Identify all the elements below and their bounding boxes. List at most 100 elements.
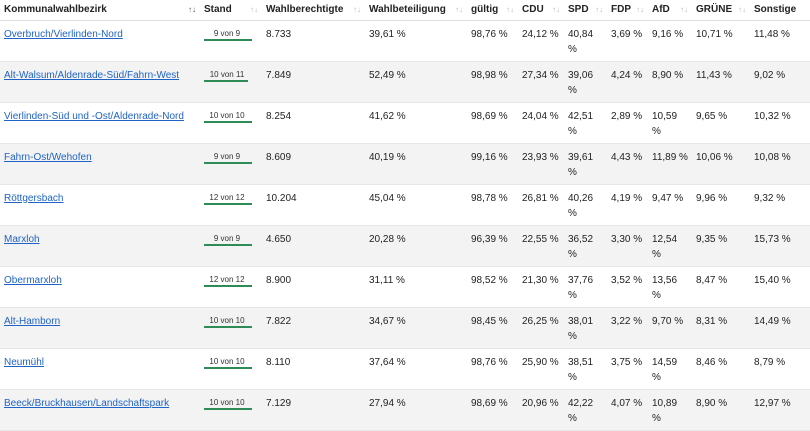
cell-wahlberechtigte: 7.849 (266, 69, 292, 81)
cell-gueltig: 98,98 % (471, 69, 508, 81)
cell-fdp: 3,69 % (611, 28, 643, 40)
column-header-sonstige[interactable]: Sonstige↑↓ (750, 0, 810, 21)
cell-spd: 42,51 % (568, 110, 594, 137)
column-header-wahlbeteiligung[interactable]: Wahlbeteiligung ↑↓ (365, 0, 467, 21)
district-link[interactable]: Alt-Hamborn (4, 315, 61, 327)
table-header: Kommunalwahlbezirk ↑↓ Stand ↑↓ Wahlberechtig… (0, 0, 810, 21)
cell-spd: 38,01 % (568, 315, 594, 342)
stand-label: 10 von 11 (209, 69, 245, 79)
district-link[interactable]: Overbruch/Vierlinden-Nord (4, 28, 123, 40)
stand-cell: 12 von 12 (200, 184, 262, 225)
district-link[interactable]: Fahrn-Ost/Wehofen (4, 151, 92, 163)
column-header-wahlberechtigte[interactable]: Wahlberechtigte ↑↓ (262, 0, 365, 21)
stand-label: 9 von 9 (213, 151, 241, 161)
cell-gruene: 9,65 % (696, 110, 728, 122)
cell-wahlberechtigte: 8.254 (266, 110, 292, 122)
sort-arrows-icon[interactable]: ↑↓ (595, 5, 603, 14)
column-header-spd[interactable]: SPD ↑↓ (564, 0, 607, 21)
stand-progress: 12 von 12 (204, 274, 252, 287)
cell-afd: 12,54 % (652, 233, 678, 260)
cell-fdp: 3,52 % (611, 274, 643, 286)
sort-arrows-icon[interactable]: ↑↓ (506, 5, 514, 14)
stand-cell: 10 von 10 (200, 389, 262, 430)
column-header-gruene[interactable]: GRÜNE ↑↓ (692, 0, 750, 21)
stand-label: 10 von 10 (209, 397, 245, 407)
cell-wahlberechtigte: 10.204 (266, 192, 297, 204)
stand-progress: 10 von 11 (204, 70, 250, 82)
cell-gueltig: 98,76 % (471, 356, 508, 368)
cell-sonstige: 12,97 % (754, 397, 791, 409)
stand-cell: 9 von 9 (200, 225, 262, 266)
sort-arrows-icon[interactable]: ↑↓ (552, 5, 560, 14)
cell-gruene: 8,31 % (696, 315, 728, 327)
district-cell: Alt-Hamborn (0, 307, 200, 348)
cell-cdu: 26,81 % (522, 192, 559, 204)
cell-sonstige: 9,32 % (754, 192, 786, 204)
stand-progress-bar (204, 38, 252, 41)
cell-gueltig: 98,52 % (471, 274, 508, 286)
cell-fdp: 3,30 % (611, 233, 643, 245)
column-header-stand[interactable]: Stand ↑↓ (200, 0, 262, 21)
cell-gruene: 8,47 % (696, 274, 728, 286)
stand-cell: 9 von 9 (200, 20, 262, 61)
cell-wahlberechtigte: 8.609 (266, 151, 292, 163)
district-link[interactable]: Neumühl (4, 356, 45, 368)
district-link[interactable]: Alt-Walsum/Aldenrade-Süd/Fahrn-West (4, 69, 180, 81)
district-link[interactable]: Röttgersbach (4, 192, 64, 204)
sort-arrows-icon[interactable]: ↑↓ (455, 5, 463, 14)
cell-afd: 10,89 % (652, 397, 678, 424)
cell-wahlberechtigte: 8.900 (266, 274, 292, 286)
column-header-gueltig[interactable]: gültig ↑↓ (467, 0, 518, 21)
cell-beteiligung: 37,64 % (369, 356, 406, 368)
cell-sonstige: 9,02 % (754, 69, 786, 81)
sort-arrows-icon[interactable]: ↑↓ (680, 5, 688, 14)
cell-cdu: 22,55 % (522, 233, 559, 245)
stand-progress: 9 von 9 (204, 234, 252, 246)
column-header-afd[interactable]: AfD ↑↓ (648, 0, 692, 21)
stand-cell: 10 von 10 (200, 348, 262, 389)
cell-gruene: 10,06 % (696, 151, 733, 163)
stand-cell: 9 von 9 (200, 143, 262, 184)
cell-sonstige: 11,48 % (754, 28, 790, 40)
cell-beteiligung: 31,11 % (369, 274, 405, 286)
cell-spd: 40,26 % (568, 192, 594, 219)
column-header-label: Stand (204, 4, 232, 16)
stand-label: 10 von 10 (209, 356, 245, 366)
cell-gruene: 9,35 % (696, 233, 728, 245)
stand-progress-bar (204, 79, 248, 82)
cell-fdp: 3,75 % (611, 356, 643, 368)
cell-afd: 9,70 % (652, 315, 684, 327)
sort-arrows-icon[interactable]: ↑↓ (188, 5, 196, 14)
district-link[interactable]: Vierlinden-Süd und -Ost/Aldenrade-Nord (4, 110, 184, 122)
cell-fdp: 3,22 % (611, 315, 643, 327)
stand-progress-bar (204, 366, 252, 369)
district-link[interactable]: Beeck/Bruckhausen/Landschaftspark (4, 397, 170, 409)
cell-wahlberechtigte: 8.110 (266, 356, 291, 368)
cell-fdp: 2,89 % (611, 110, 643, 122)
cell-afd: 9,47 % (652, 192, 684, 204)
table-row: Alt-Walsum/Aldenrade-Süd/Fahrn-West 10 vo… (0, 61, 810, 102)
cell-gueltig: 99,16 % (471, 151, 508, 163)
column-header-cdu[interactable]: CDU ↑↓ (518, 0, 564, 21)
column-header-fdp[interactable]: FDP ↑↓ (607, 0, 648, 21)
sort-arrows-icon[interactable]: ↑↓ (636, 5, 644, 14)
district-link[interactable]: Obermarxloh (4, 274, 62, 286)
stand-progress: 12 von 12 (204, 193, 252, 205)
cell-spd: 42,22 % (568, 397, 594, 424)
stand-progress-bar (204, 243, 252, 246)
district-link[interactable]: Marxloh (4, 233, 40, 245)
sort-arrows-icon[interactable]: ↑↓ (738, 5, 746, 14)
cell-gueltig: 98,69 % (471, 397, 508, 409)
cell-afd: 9,16 % (652, 28, 684, 40)
stand-progress: 10 von 10 (204, 316, 252, 328)
cell-cdu: 27,34 % (522, 69, 559, 81)
cell-spd: 37,76 % (568, 274, 594, 301)
sort-arrows-icon[interactable]: ↑↓ (250, 5, 258, 14)
stand-cell: 12 von 12 (200, 266, 262, 307)
sort-arrows-icon[interactable]: ↑↓ (353, 5, 361, 14)
cell-beteiligung: 39,61 % (369, 28, 406, 40)
stand-label: 12 von 12 (209, 274, 245, 284)
cell-sonstige: 14,49 % (754, 315, 791, 327)
column-header-bezirk[interactable]: Kommunalwahlbezirk ↑↓ (0, 0, 200, 21)
